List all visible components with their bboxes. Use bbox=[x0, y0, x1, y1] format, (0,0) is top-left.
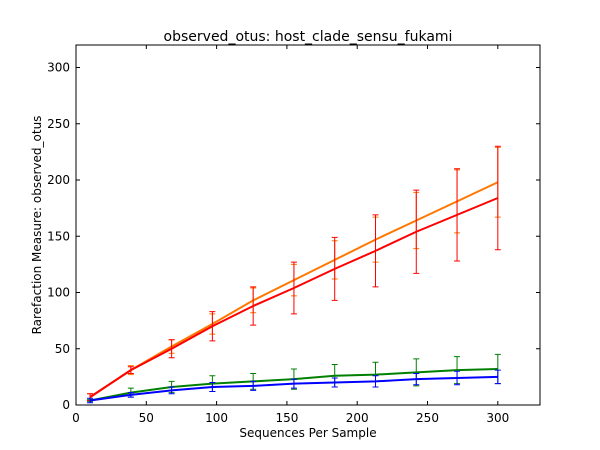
x-axis-label: Sequences Per Sample bbox=[239, 426, 376, 440]
y-tick-label: 150 bbox=[47, 229, 70, 243]
series-layer bbox=[87, 145, 501, 404]
chart-title: observed_otus: host_clade_sensu_fukami bbox=[164, 29, 453, 45]
x-tick-label: 250 bbox=[416, 411, 439, 425]
series-3 bbox=[87, 369, 501, 404]
axes-layer: 0 50 100 150 200 250 300 0 50 100 150 200 250 300 bbox=[47, 44, 541, 425]
x-tick-label: 50 bbox=[139, 411, 154, 425]
y-tick-label: 250 bbox=[47, 117, 70, 131]
x-tick-label: 0 bbox=[72, 411, 80, 425]
y-tick-label: 100 bbox=[47, 286, 70, 300]
x-tick-label: 100 bbox=[205, 411, 228, 425]
y-tick-label: 300 bbox=[47, 61, 70, 75]
x-tick-label: 300 bbox=[486, 411, 509, 425]
y-axis-label: Rarefaction Measure: observed_otus bbox=[30, 116, 44, 335]
x-tick-label: 200 bbox=[346, 411, 369, 425]
y-tick-label: 0 bbox=[62, 398, 70, 412]
series-line bbox=[89, 375, 498, 402]
x-tick-label: 150 bbox=[275, 411, 298, 425]
y-tick-label: 50 bbox=[55, 342, 70, 356]
y-tick-label: 200 bbox=[47, 173, 70, 187]
series-line bbox=[89, 197, 499, 398]
plot-frame bbox=[75, 44, 541, 406]
